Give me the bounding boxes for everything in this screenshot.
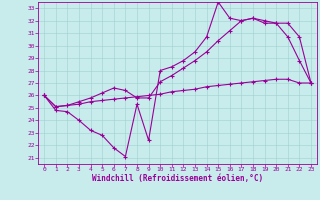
X-axis label: Windchill (Refroidissement éolien,°C): Windchill (Refroidissement éolien,°C) <box>92 174 263 183</box>
